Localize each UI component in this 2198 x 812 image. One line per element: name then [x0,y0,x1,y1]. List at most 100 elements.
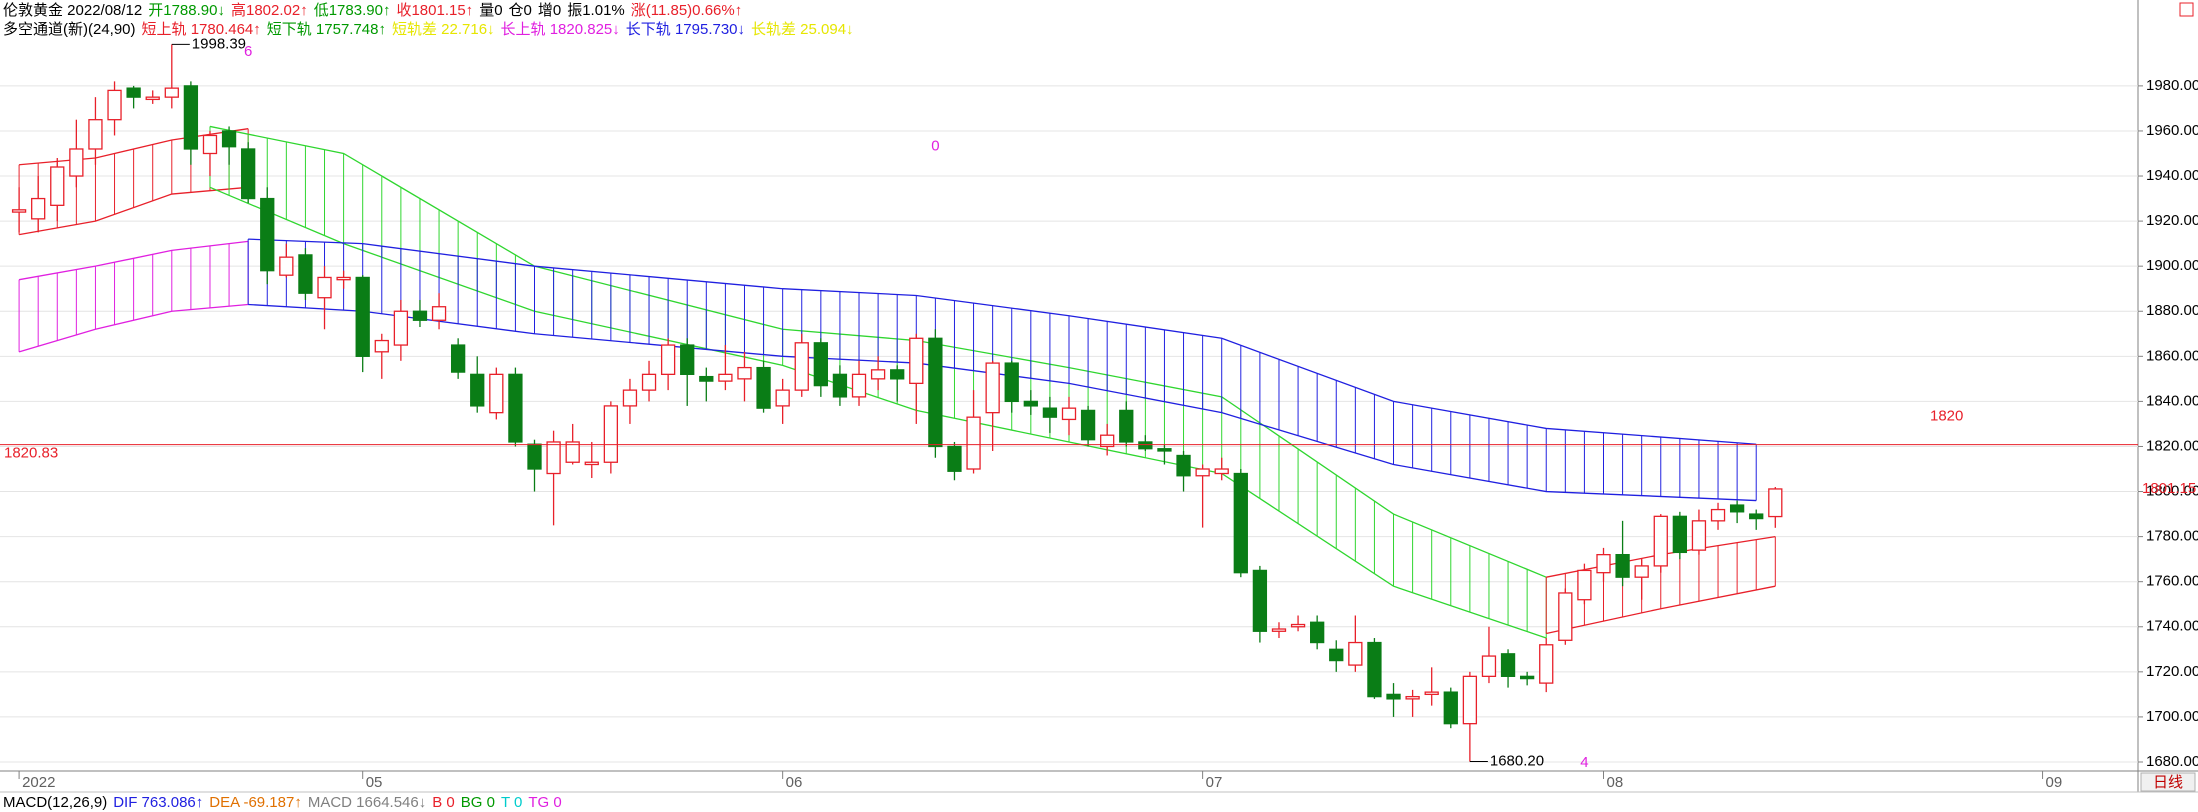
y-tick-label: 1820.00 [2146,437,2198,454]
candle-body [1176,454,1191,477]
legend-item: 仓0 [508,2,532,19]
candle-body [737,366,752,380]
candle-body [279,256,294,276]
candle-body [1749,513,1764,520]
candle-body [88,119,103,150]
candle-body [1386,693,1401,700]
band-lower [18,186,249,236]
candle-body [870,369,886,380]
candle-body [1653,515,1668,567]
y-tick-label: 1680.00 [2146,753,2198,770]
candle-body [813,342,828,387]
legend-item: 长上轨 1820.825↓ [500,21,620,38]
candle-body [412,310,428,321]
candle-body [241,148,256,200]
candle-body [1004,362,1019,403]
y-tick-label: 1860.00 [2146,347,2198,364]
legend-item: 长轨差 25.094↓ [751,21,854,38]
legend-item: 量0 [479,2,503,19]
candle-body [336,276,351,281]
candle-body [1481,655,1497,677]
candle-body [1100,434,1115,448]
header-line: 多空通道(新)(24,90) 短上轨 1780.464↑ 短下轨 1757.748↑… [3,21,860,39]
candle-body [1768,488,1783,518]
legend-item: DEA -69.187↑ [209,794,302,811]
period-button[interactable] [2140,772,2196,792]
candle-body [890,369,905,380]
candle-body [183,85,199,150]
annotation-label: 1680.20 [1490,753,1544,770]
legend-item: B 0 [432,794,455,811]
candle-body [1519,675,1535,680]
overlays: 1820.83 1820 1801.15 1998.39 1680.20 6 0 4 [0,35,2196,771]
corner-box[interactable] [2179,2,2194,17]
marker-label: 0 [931,138,939,155]
reference-label: 1820.83 [4,445,58,462]
y-tick-label: 1840.00 [2146,392,2198,409]
period-button-label[interactable]: 日线 [2153,774,2183,791]
candle-body [947,445,962,472]
candle-body [1233,472,1248,574]
candle-body [489,373,504,414]
y-tick-label: 1900.00 [2146,257,2198,274]
candle-body [1691,520,1707,551]
band-upper [248,238,1757,445]
y-tick-label: 1760.00 [2146,573,2198,590]
candle-body [565,441,580,463]
candle-body [928,337,943,448]
legend-item: MACD(12,26,9) [3,794,108,811]
candle-body [107,89,122,121]
legend-item: 低1783.90↑ [313,2,391,19]
candle-body [298,254,313,294]
candle-body [1023,400,1038,407]
legend-item: MACD 1664.546↓ [307,794,427,811]
candle-body [660,344,676,376]
x-tick-label: 2022 [22,774,55,791]
candle-body [1195,468,1210,477]
candle-body [622,389,638,407]
candle-body [1710,508,1726,522]
legend-item: BG 0 [460,794,495,811]
candle-body [718,373,733,382]
marker-label: 6 [244,43,252,60]
candle-body [851,373,867,398]
candle-body [11,209,27,213]
legend-item: 多空通道(新)(24,90) [3,21,136,38]
y-tick-label: 1800.00 [2146,483,2198,500]
legend-item: 高1802.02↑ [230,2,308,19]
candle-body [1252,569,1268,632]
candle-body [1367,641,1382,698]
candle-body [1138,441,1153,450]
candle-body [775,389,790,407]
footer-line: MACD(12,26,9) DIF 763.086↑ DEA -69.187↑ MAC… [3,794,568,812]
candle-body [1157,448,1172,452]
candle-body [1462,675,1478,725]
candle-body [1500,653,1516,677]
legend-item: TG 0 [528,794,562,811]
candle-body [603,405,619,463]
y-tick-label: 1920.00 [2146,212,2198,229]
candle-body [508,373,523,443]
band-lower [18,303,249,353]
candle-body [546,441,561,475]
candle-body [1443,691,1458,725]
candle-body [985,362,1000,414]
candle-body [1348,641,1363,666]
candle-body [1310,621,1325,644]
candle-body [1405,695,1420,700]
candle-body [641,373,657,391]
candle-body [584,461,599,466]
candle-body [202,134,218,155]
candle-body [756,366,771,409]
candle-body [1596,553,1611,574]
candle-body [680,344,695,376]
candle-body [1290,623,1306,628]
legend-item: DIF 763.086↑ [113,794,204,811]
candle-body [50,166,65,206]
candle-body [393,310,409,346]
candle-body [1061,407,1077,421]
legend-item: 收1801.15↑ [396,2,474,19]
y-tick-label: 1960.00 [2146,122,2198,139]
